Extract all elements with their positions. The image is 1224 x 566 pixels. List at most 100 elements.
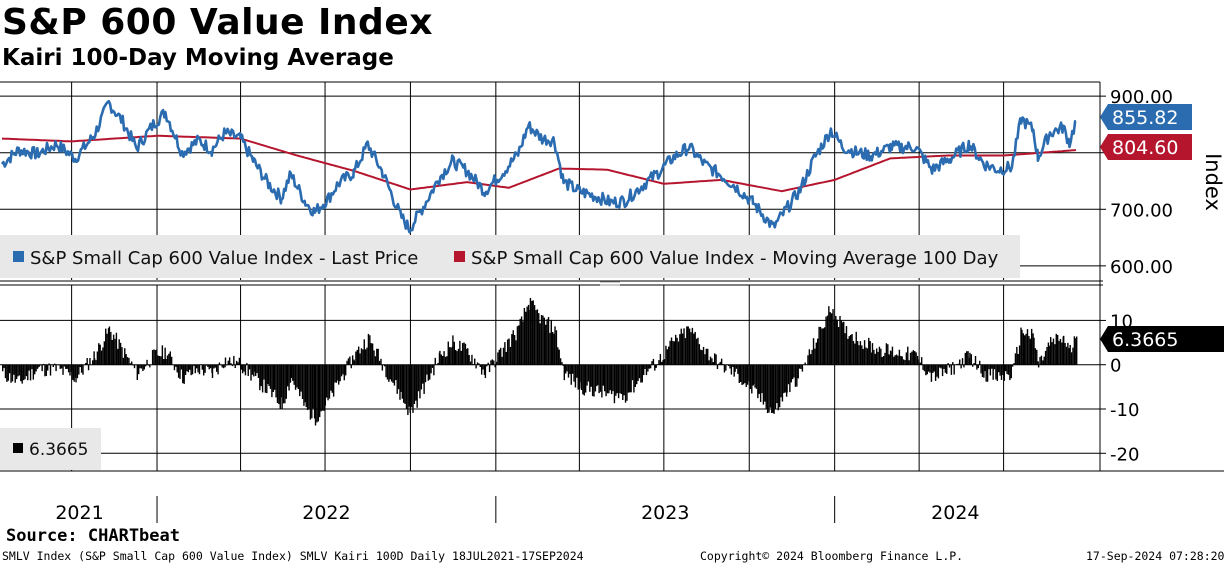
kairi-bar	[1028, 336, 1030, 365]
kairi-bar	[617, 364, 620, 399]
kairi-bar	[364, 349, 367, 365]
kairi-bar	[1013, 363, 1015, 365]
kairi-bar	[936, 364, 938, 377]
kairi-bar	[163, 359, 165, 365]
kairi-bar	[863, 340, 866, 365]
kairi-bar	[234, 364, 236, 369]
kairi-bar	[422, 364, 424, 384]
kairi-bar	[461, 343, 464, 365]
kairi-bar	[463, 342, 465, 365]
kairi-bar	[306, 364, 309, 411]
kairi-bar	[608, 364, 610, 394]
kairi-bar	[735, 364, 738, 369]
kairi-bar	[241, 364, 244, 374]
kairi-bar	[1059, 338, 1062, 365]
kairi-bar	[308, 364, 310, 409]
kairi-bar	[999, 364, 1001, 376]
kairi-bar	[79, 364, 81, 368]
kairi-bar	[296, 364, 298, 388]
kairi-bar	[289, 364, 292, 383]
kairi-bar	[566, 364, 568, 372]
kairi-bar	[538, 313, 540, 365]
kairi-bar	[254, 364, 257, 376]
kairi-bar	[235, 360, 238, 365]
kairi-bar	[673, 341, 675, 365]
kairi-bar	[65, 364, 67, 369]
kairi-bar	[52, 364, 54, 368]
kairi-bar	[112, 334, 115, 365]
kairi-bar	[909, 352, 912, 365]
kairi-bar	[45, 364, 48, 376]
kairi-bar	[815, 342, 818, 365]
kairi-bar	[27, 364, 29, 381]
kairi-bar	[1056, 334, 1059, 365]
kairi-bar	[87, 364, 90, 371]
kairi-bar	[672, 340, 674, 365]
kairi-bar	[157, 355, 159, 365]
kairi-bar	[390, 364, 393, 382]
kairi-bar	[501, 356, 503, 365]
kairi-bar	[695, 338, 698, 365]
kairi-bar	[337, 364, 339, 381]
kairi-bar	[6, 364, 8, 382]
kairi-bar	[363, 339, 365, 365]
source-note: Source: CHARTbeat	[6, 526, 180, 546]
kairi-bar	[679, 334, 681, 365]
kairi-bar	[1006, 364, 1008, 375]
kairi-bar	[941, 364, 944, 377]
kairi-bar	[357, 346, 360, 365]
kairi-bar	[474, 358, 476, 365]
kairi-bar	[7, 364, 9, 381]
kairi-bar	[399, 364, 401, 400]
kairi-bar	[343, 364, 345, 381]
kairi-bar	[577, 364, 579, 390]
kairi-bar	[224, 357, 227, 365]
kairi-bar	[126, 357, 129, 365]
kairi-bar	[169, 351, 171, 365]
upper-legend-box	[0, 235, 1020, 278]
kairi-bar	[933, 364, 935, 372]
kairi-bar	[624, 364, 627, 403]
kairi-bar	[140, 364, 143, 369]
kairi-bar	[843, 321, 845, 365]
kairi-bar	[531, 300, 533, 365]
kairi-bar	[890, 351, 892, 365]
kairi-bar	[778, 364, 781, 408]
kairi-bar	[757, 364, 759, 399]
kairi-bar	[535, 310, 537, 365]
kairi-bar	[226, 364, 228, 366]
kairi-bar	[452, 335, 454, 365]
kairi-bar	[371, 343, 374, 365]
kairi-bar	[385, 364, 387, 378]
last-price-tag: 855.82	[1100, 104, 1192, 130]
kairi-bar	[768, 364, 770, 413]
kairi-bar	[700, 349, 702, 365]
kairi-bar	[712, 362, 714, 365]
kairi-bar	[734, 364, 736, 372]
kairi-bar	[434, 357, 436, 365]
kairi-bar	[661, 361, 663, 365]
chart-subtitle: Kairi 100-Day Moving Average	[2, 45, 394, 71]
kairi-bar	[182, 364, 184, 384]
kairi-bar	[528, 309, 530, 365]
kairi-bar	[93, 351, 95, 365]
kairi-bar	[626, 364, 628, 401]
kairi-bar	[900, 355, 902, 365]
kairi-bar	[584, 364, 587, 393]
kairi-bar	[620, 364, 623, 395]
kairi-bar	[108, 326, 111, 365]
kairi-bar	[119, 342, 122, 365]
kairi-bar	[697, 337, 699, 365]
kairi-bar	[147, 364, 150, 366]
kairi-bar	[842, 322, 844, 365]
kairi-bar	[378, 360, 381, 365]
kairi-bar	[952, 362, 954, 365]
kairi-bar	[708, 360, 710, 365]
kairi-bar	[977, 364, 979, 369]
kairi-bar	[430, 364, 432, 374]
kairi-bar	[814, 348, 816, 365]
kairi-bar	[161, 345, 164, 365]
kairi-bar	[67, 364, 70, 373]
kairi-bar	[227, 360, 229, 365]
year-divider-lines	[156, 496, 836, 523]
